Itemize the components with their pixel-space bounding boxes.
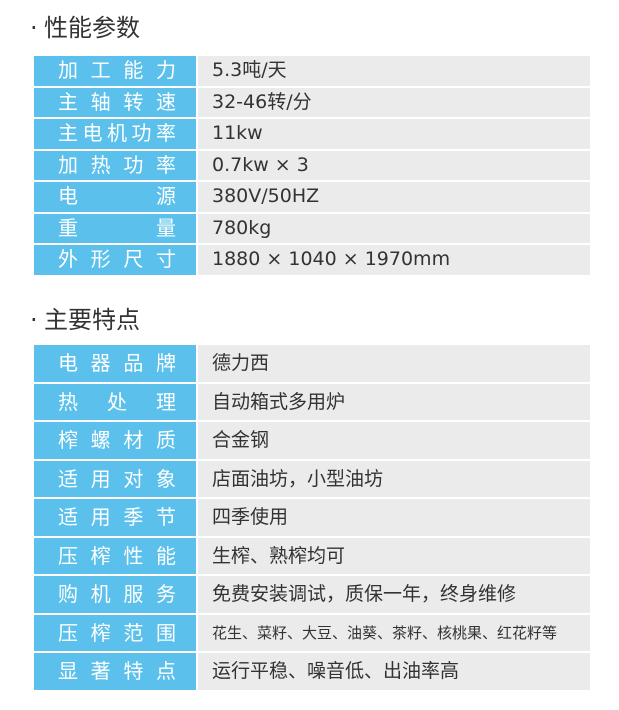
row-label: 榨螺材质 — [34, 422, 196, 459]
divider — [196, 87, 198, 117]
table-row: 显著特点 运行平稳、噪音低、出油率高 — [34, 653, 590, 690]
row-value: 780kg — [198, 213, 590, 243]
divider — [196, 182, 198, 212]
table-row: 购机服务 免费安装调试，质保一年，终身维修 — [34, 576, 590, 613]
divider — [196, 614, 198, 651]
table-row: 电器品牌 德力西 — [34, 345, 590, 382]
row-value: 5.3吨/天 — [198, 56, 590, 86]
row-value: 生榨、熟榨均可 — [198, 537, 590, 574]
row-label: 适用对象 — [34, 460, 196, 497]
row-label: 购机服务 — [34, 576, 196, 613]
table-row: 压榨范围 花生、菜籽、大豆、油葵、茶籽、核桃果、红花籽等 — [34, 614, 590, 651]
section-title: 主要特点 — [44, 306, 140, 334]
row-label: 重量 — [34, 213, 196, 243]
divider — [196, 653, 198, 690]
row-value: 德力西 — [198, 345, 590, 382]
table-row: 主电机功率 11kw — [34, 119, 590, 149]
row-label: 压榨性能 — [34, 537, 196, 574]
row-label: 外形尺寸 — [34, 245, 196, 275]
divider — [196, 245, 198, 275]
divider — [196, 383, 198, 420]
divider — [196, 150, 198, 180]
row-label: 适用季节 — [34, 499, 196, 536]
table-row: 适用对象 店面油坊，小型油坊 — [34, 460, 590, 497]
table-row: 加热功率 0.7kw × 3 — [34, 150, 590, 180]
row-value: 32-46转/分 — [198, 87, 590, 117]
row-value: 四季使用 — [198, 499, 590, 536]
row-label: 热处理 — [34, 383, 196, 420]
section-heading-features: · 主要特点 — [30, 305, 140, 335]
divider — [196, 422, 198, 459]
table-row: 电源 380V/50HZ — [34, 182, 590, 212]
row-value: 合金钢 — [198, 422, 590, 459]
divider — [196, 460, 198, 497]
table-row: 主轴转速 32-46转/分 — [34, 87, 590, 117]
row-value: 店面油坊，小型油坊 — [198, 460, 590, 497]
bullet: · — [30, 14, 38, 42]
row-value: 自动箱式多用炉 — [198, 383, 590, 420]
bullet: · — [30, 306, 38, 334]
divider — [196, 499, 198, 536]
divider — [196, 56, 198, 86]
table-row: 适用季节 四季使用 — [34, 499, 590, 536]
table-row: 重量 780kg — [34, 213, 590, 243]
features-table: 电器品牌 德力西 热处理 自动箱式多用炉 榨螺材质 合金钢 适用对象 店面油坊，小型油坊 适用季… — [34, 345, 590, 692]
section-heading-performance: · 性能参数 — [30, 13, 140, 43]
row-label: 加热功率 — [34, 150, 196, 180]
divider — [196, 576, 198, 613]
row-label: 电源 — [34, 182, 196, 212]
row-label: 主轴转速 — [34, 87, 196, 117]
table-row: 热处理 自动箱式多用炉 — [34, 383, 590, 420]
row-value: 1880 × 1040 × 1970mm — [198, 245, 590, 275]
table-row: 压榨性能 生榨、熟榨均可 — [34, 537, 590, 574]
row-value: 运行平稳、噪音低、出油率高 — [198, 653, 590, 690]
row-label: 压榨范围 — [34, 614, 196, 651]
divider — [196, 119, 198, 149]
row-label: 主电机功率 — [34, 119, 196, 149]
section-title: 性能参数 — [44, 14, 140, 42]
table-row: 加工能力 5.3吨/天 — [34, 56, 590, 86]
performance-table: 加工能力 5.3吨/天 主轴转速 32-46转/分 主电机功率 11kw 加热功率 0.7kw… — [34, 56, 590, 277]
divider — [196, 213, 198, 243]
row-label: 电器品牌 — [34, 345, 196, 382]
row-value: 花生、菜籽、大豆、油葵、茶籽、核桃果、红花籽等 — [198, 614, 590, 651]
divider — [196, 537, 198, 574]
row-label: 加工能力 — [34, 56, 196, 86]
table-row: 榨螺材质 合金钢 — [34, 422, 590, 459]
divider — [196, 345, 198, 382]
row-value: 免费安装调试，质保一年，终身维修 — [198, 576, 590, 613]
row-value: 11kw — [198, 119, 590, 149]
row-value: 380V/50HZ — [198, 182, 590, 212]
row-label: 显著特点 — [34, 653, 196, 690]
table-row: 外形尺寸 1880 × 1040 × 1970mm — [34, 245, 590, 275]
row-value: 0.7kw × 3 — [198, 150, 590, 180]
